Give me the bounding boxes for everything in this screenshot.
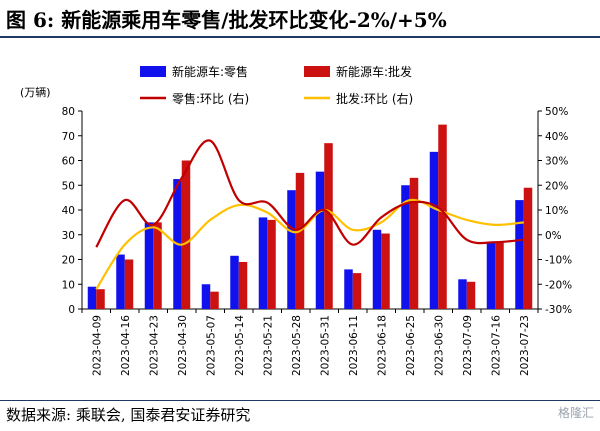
watermark-logo: 格隆汇 — [557, 406, 594, 420]
legend: 新能源车:零售 新能源车:批发 零售:环比 (右) 批发:环比 (右) — [140, 64, 413, 106]
left-tick-label: 80 — [62, 106, 75, 118]
source-note: 数据来源: 乘联会, 国泰君安证券研究 — [6, 406, 251, 424]
chart-title: 图 6: 新能源乘用车零售/批发环比变化-2%/+5% — [6, 8, 447, 32]
title-divider — [0, 36, 600, 38]
x-tick-label: 2023-04-09 — [91, 315, 103, 376]
bar-wholesale — [466, 281, 476, 309]
left-tick-label: 70 — [62, 131, 75, 143]
right-tick-label: -30% — [545, 304, 572, 316]
lines — [95, 139, 524, 290]
bar-retail — [486, 242, 496, 309]
bar-retail — [116, 254, 125, 309]
bar-wholesale — [124, 259, 134, 309]
right-tick-label: -10% — [545, 255, 572, 267]
x-tick-label: 2023-07-23 — [519, 315, 531, 376]
legend-swatch-wholesale-bar — [304, 66, 330, 77]
left-tick-label: 40 — [62, 205, 75, 217]
x-tick-label: 2023-07-16 — [490, 315, 502, 376]
chart-svg: 新能源车:零售 新能源车:批发 零售:环比 (右) 批发:环比 (右) (万辆)… — [20, 64, 573, 376]
x-tick-label: 2023-04-30 — [177, 315, 189, 376]
bar-retail — [344, 269, 353, 309]
bar-wholesale — [324, 143, 333, 309]
left-tick-label: 50 — [62, 180, 75, 192]
bar-retail — [258, 217, 268, 309]
x-tick-label: 2023-05-07 — [205, 315, 217, 376]
right-tick-label: 30% — [545, 156, 568, 168]
right-tick-label: 40% — [545, 131, 568, 143]
left-tick-label: 30 — [62, 230, 75, 242]
bar-wholesale — [295, 172, 305, 309]
bar-retail — [230, 255, 239, 309]
right-tick-label: -20% — [545, 279, 572, 291]
legend-label-retail-line: 零售:环比 (右) — [172, 91, 249, 106]
bar-wholesale — [181, 160, 191, 309]
right-tick-label: 10% — [545, 205, 568, 217]
x-tick-label: 2023-04-23 — [148, 315, 160, 376]
bar-retail — [429, 151, 439, 309]
footer-divider — [0, 400, 600, 401]
bar-wholesale — [267, 219, 276, 309]
left-tick-label: 60 — [62, 156, 75, 168]
x-tick-label: 2023-06-25 — [405, 315, 417, 376]
bar-wholesale — [523, 187, 533, 309]
x-tick-label: 2023-05-31 — [319, 315, 331, 376]
right-tick-label: 20% — [545, 180, 568, 192]
bar-retail — [201, 284, 211, 309]
x-tick-label: 2023-05-28 — [291, 315, 303, 376]
bar-retail — [87, 286, 97, 309]
bar-retail — [401, 185, 410, 309]
bar-retail — [372, 229, 382, 309]
left-axis-unit: (万辆) — [20, 85, 51, 99]
bars — [87, 124, 533, 309]
x-tick-label: 2023-07-09 — [462, 315, 474, 376]
left-tick-label: 10 — [62, 279, 75, 291]
left-tick-label: 20 — [62, 255, 75, 267]
bar-wholesale — [96, 289, 105, 309]
bar-retail — [144, 222, 154, 309]
bar-wholesale — [153, 222, 162, 309]
x-tick-label: 2023-05-14 — [234, 315, 246, 376]
bar-retail — [458, 279, 467, 309]
left-tick-label: 0 — [68, 304, 75, 316]
x-tick-label: 2023-04-16 — [120, 315, 132, 376]
legend-swatch-retail-bar — [140, 66, 166, 77]
bar-wholesale — [238, 261, 248, 309]
bar-wholesale — [352, 273, 362, 309]
bar-retail — [315, 171, 325, 309]
right-tick-label: 50% — [545, 106, 568, 118]
line-wholesale-mom — [95, 198, 524, 290]
x-tick-label: 2023-06-18 — [376, 315, 388, 376]
bar-retail — [515, 200, 524, 309]
bar-wholesale — [495, 242, 504, 309]
legend-label-wholesale-line: 批发:环比 (右) — [336, 91, 413, 106]
legend-label-retail-bar: 新能源车:零售 — [172, 64, 248, 79]
x-tick-label: 2023-05-21 — [262, 315, 274, 376]
line-retail-mom — [95, 139, 524, 248]
x-tick-label: 2023-06-11 — [348, 315, 360, 376]
x-tick-label: 2023-06-30 — [433, 315, 445, 376]
bar-wholesale — [381, 233, 390, 309]
bar-wholesale — [438, 124, 447, 309]
bar-retail — [287, 190, 296, 309]
bar-wholesale — [210, 291, 219, 309]
legend-label-wholesale-bar: 新能源车:批发 — [336, 64, 412, 79]
axes: 0 10 20 30 40 50 60 70 80 -30% -20% -10% 0% 10% 20% 30%… — [62, 106, 573, 376]
bar-wholesale — [409, 177, 419, 309]
right-tick-label: 0% — [545, 230, 562, 242]
